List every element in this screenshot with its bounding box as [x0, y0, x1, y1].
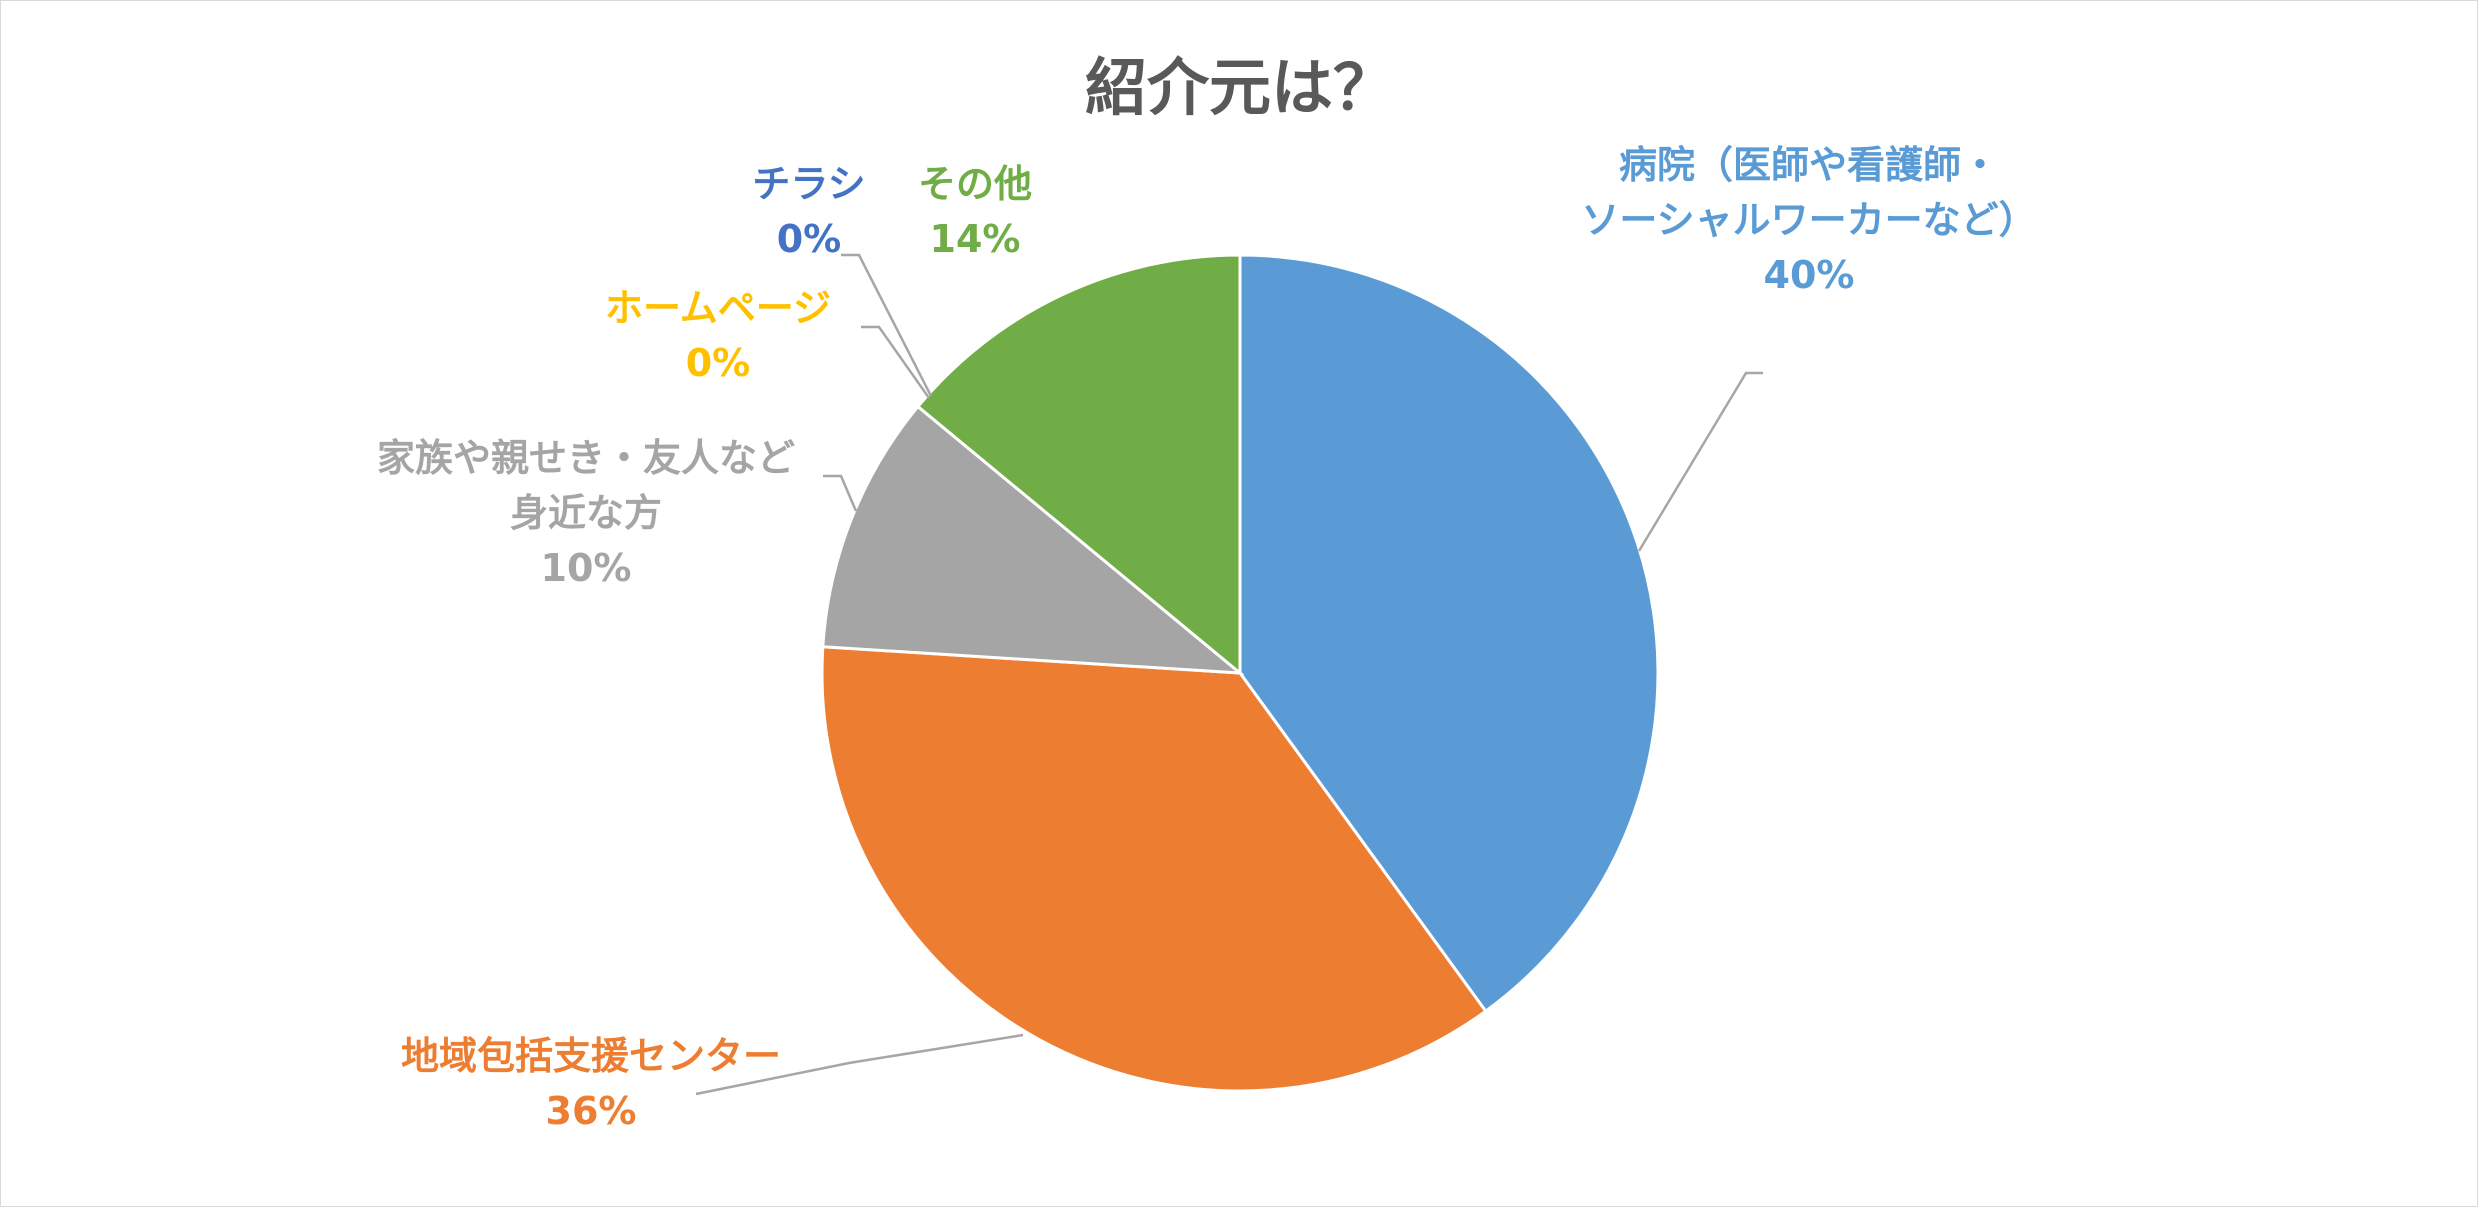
slice-percent-4: 0% [777, 217, 842, 261]
leader-lines [695, 253, 1763, 1096]
slice-name-4-0: チラシ [752, 162, 865, 206]
slice-name-2-0: 家族や親せき・友人など [377, 436, 795, 480]
leader-line-4 [841, 253, 933, 397]
chart-title: 紹介元は？ [1085, 51, 1395, 124]
leader-line-0 [1637, 371, 1763, 552]
leader-line-2 [823, 474, 858, 512]
slice-percent-2: 10% [541, 546, 632, 590]
slice-labels: 病院（医師や看護師・ソーシャルワーカーなど） 40% 地域包括支援センター 36% 家族… [377, 143, 2037, 1133]
slice-name-0-1: ソーシャルワーカーなど） [1581, 198, 2036, 242]
slice-name-1-0: 地域包括支援センター [401, 1034, 781, 1078]
slice-percent-3: 0% [686, 341, 751, 385]
slice-5 [915, 253, 1242, 677]
leader-line-3 [861, 325, 931, 399]
slice-percent-5: 14% [930, 217, 1021, 261]
slice-label-2: 家族や親せき・友人など身近な方 10% [377, 436, 795, 590]
slice-name-5-0: その他 [918, 162, 1032, 206]
leader-line-1 [695, 1033, 1024, 1096]
slice-label-3: ホームページ 0% [605, 286, 831, 385]
slice-label-0: 病院（医師や看護師・ソーシャルワーカーなど） 40% [1581, 143, 2036, 297]
pie-slices [820, 253, 1660, 1093]
slice-name-3-0: ホームページ [605, 286, 831, 330]
slice-label-4: チラシ 0% [752, 162, 865, 261]
slice-label-5: その他 14% [918, 162, 1032, 261]
slice-label-1: 地域包括支援センター 36% [401, 1034, 781, 1133]
slice-name-2-1: 身近な方 [510, 491, 662, 535]
slice-1 [820, 645, 1488, 1093]
slice-percent-1: 36% [546, 1089, 637, 1133]
slice-percent-0: 40% [1764, 253, 1855, 297]
slice-name-0-0: 病院（医師や看護師・ [1619, 143, 1999, 187]
slice-2 [821, 404, 1245, 675]
slice-0 [1238, 253, 1660, 1014]
